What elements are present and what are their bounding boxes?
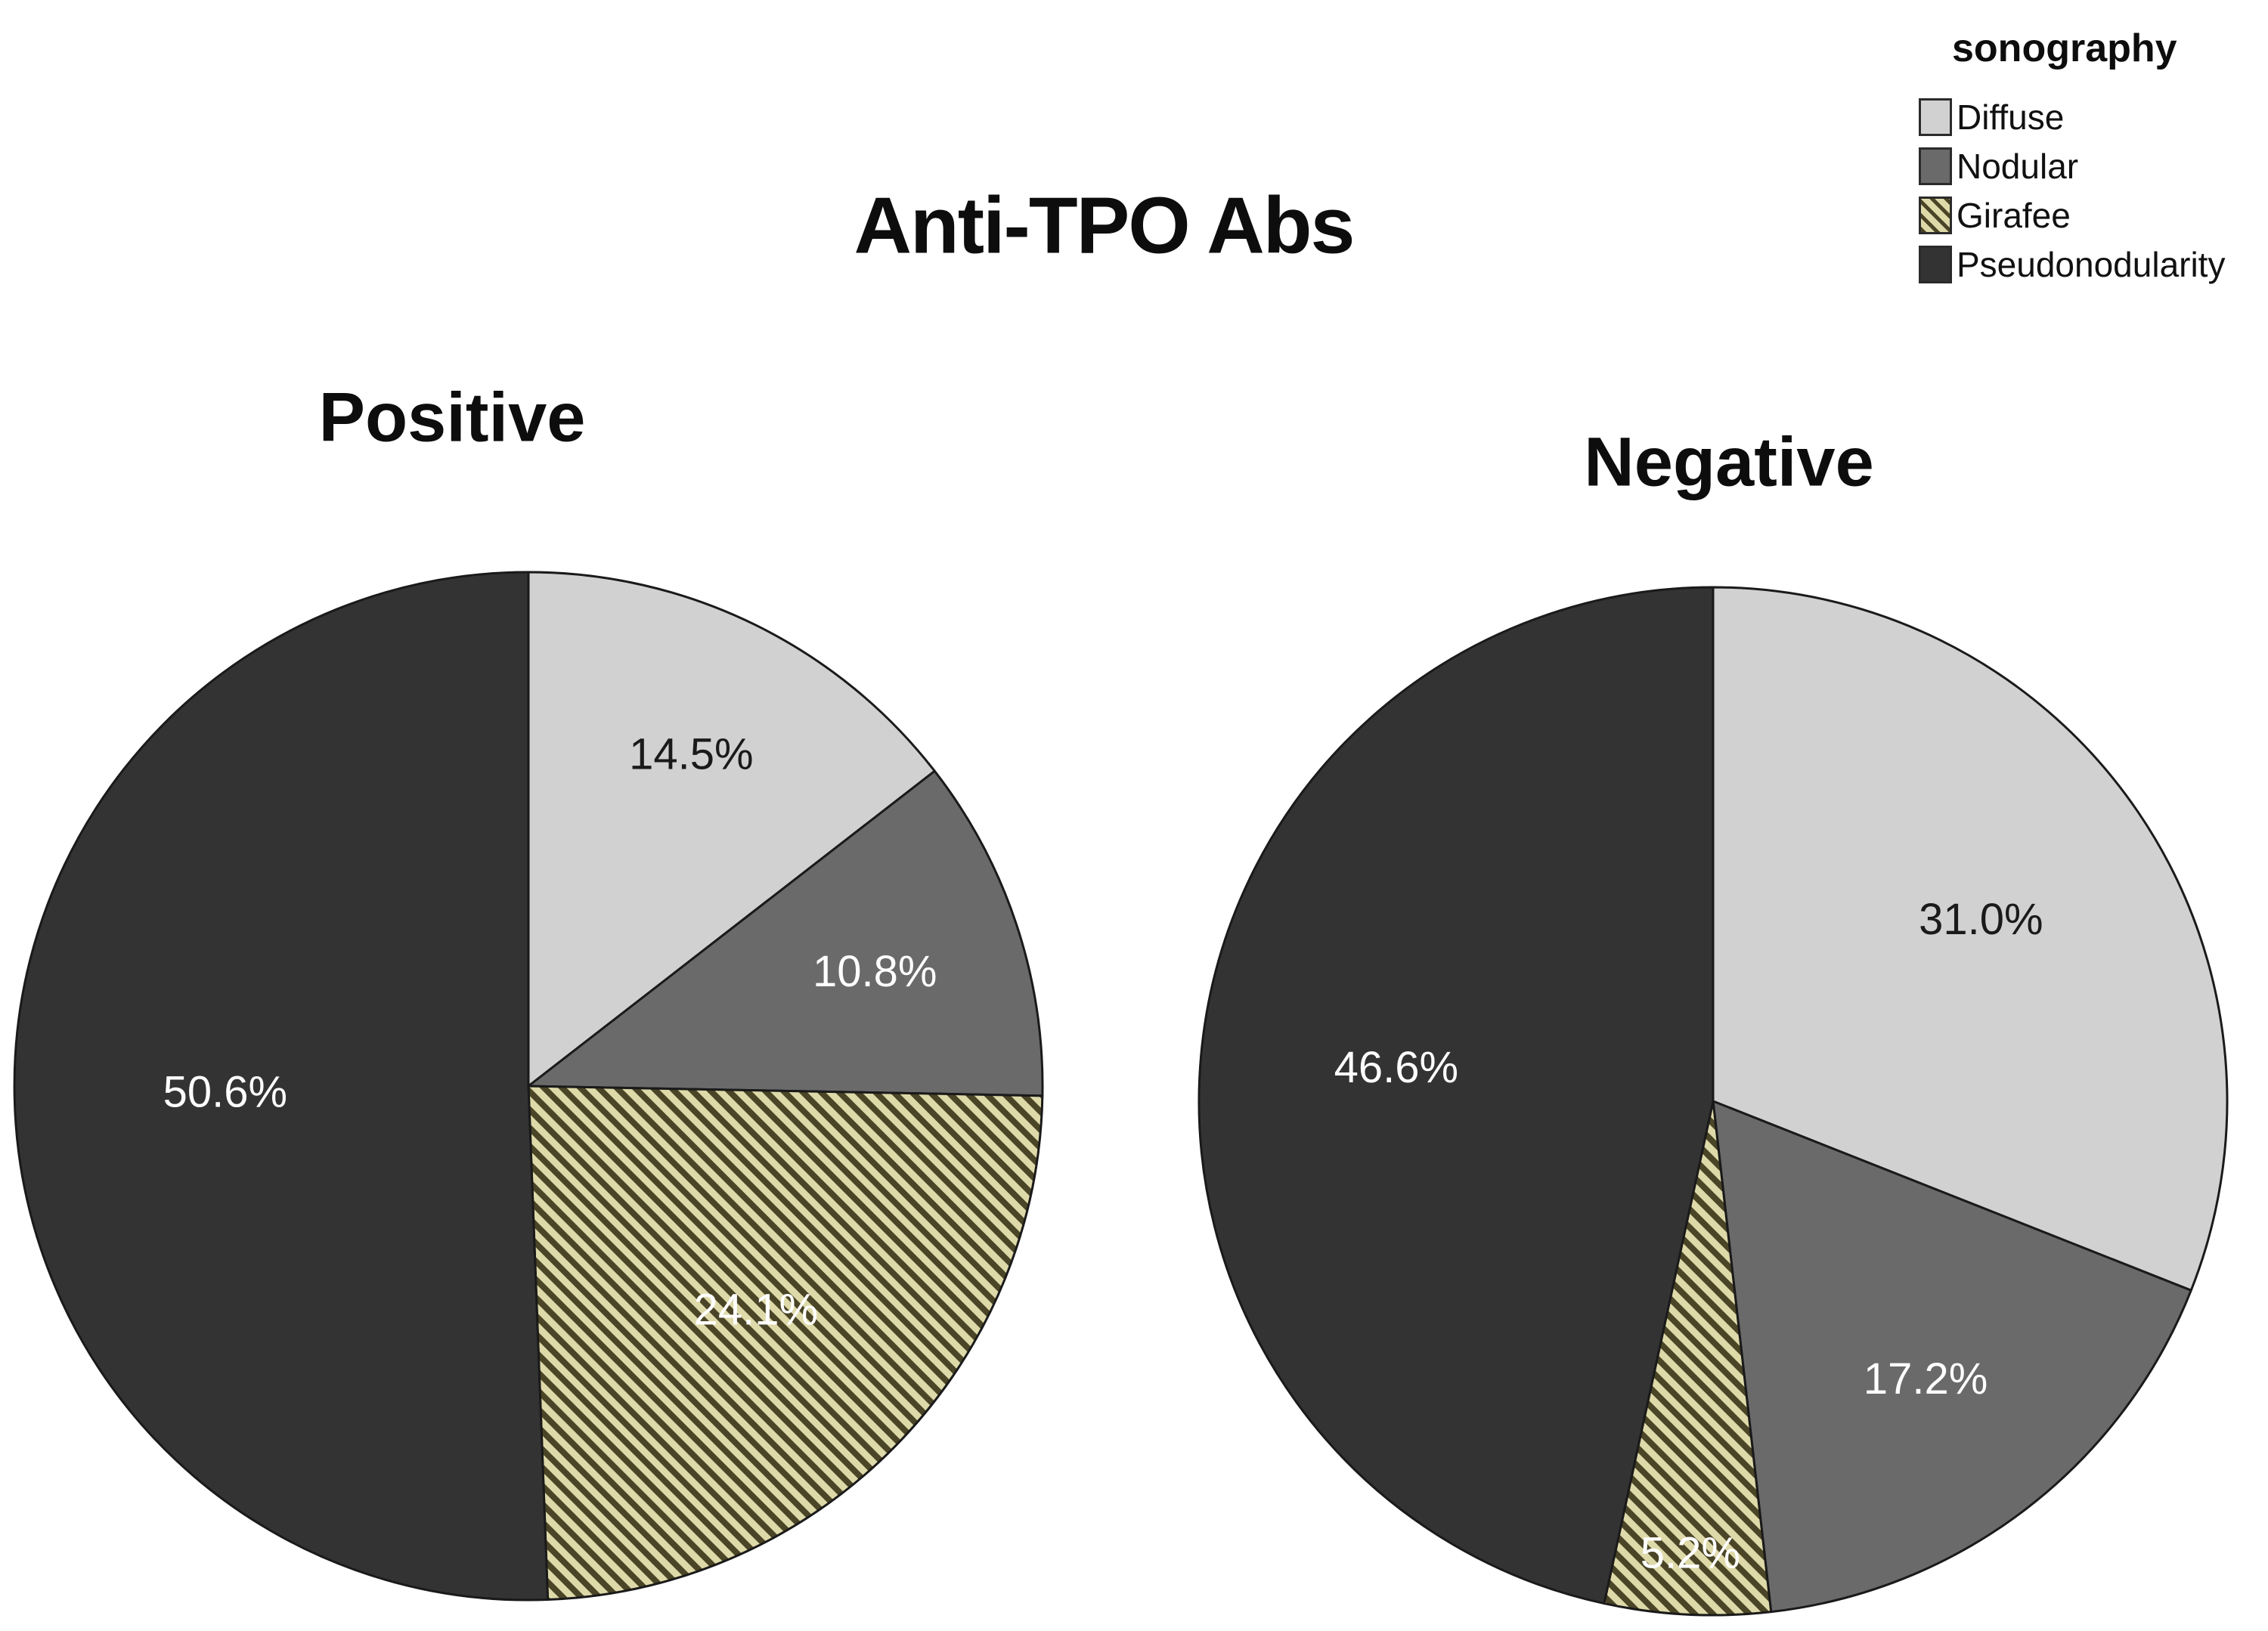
legend-items: Diffuse Nodular Girafee Pseudonodularity bbox=[1919, 92, 2225, 289]
pie-title-negative: Negative bbox=[1584, 423, 1874, 501]
slice-label-nodular: 17.2% bbox=[1864, 1354, 1988, 1404]
pie-slice-pseudonodularity bbox=[13, 571, 550, 1602]
slice-label-pseudonodularity: 50.6% bbox=[163, 1068, 287, 1117]
chart-title: Anti-TPO Abs bbox=[854, 181, 1355, 271]
slice-label-girafee: 24.1% bbox=[694, 1285, 818, 1334]
pie-chart-negative: 31.0% 17.2% 5.2% 46.6% bbox=[1198, 586, 2229, 1617]
pie-slice-girafee bbox=[527, 1085, 1044, 1602]
pie-slice-diffuse bbox=[527, 571, 936, 1088]
legend-item-label: Nodular bbox=[1957, 146, 2079, 186]
legend-title: sonography bbox=[1952, 26, 2177, 70]
legend-item: Girafee bbox=[1919, 190, 2225, 240]
pie-title-positive: Positive bbox=[318, 379, 586, 456]
pie-slice-girafee bbox=[1603, 1100, 1773, 1617]
legend-item-label: Girafee bbox=[1957, 195, 2071, 235]
pie-slice-diffuse bbox=[1712, 586, 2229, 1292]
legend-item: Diffuse bbox=[1919, 92, 2225, 141]
pie-slice-nodular bbox=[527, 769, 1044, 1097]
slice-label-diffuse: 14.5% bbox=[629, 729, 753, 778]
legend-item-label: Diffuse bbox=[1957, 97, 2065, 137]
legend-swatch-girafee bbox=[1919, 196, 1952, 234]
legend-swatch-pseudonodularity bbox=[1919, 245, 1952, 283]
legend-item: Nodular bbox=[1919, 141, 2225, 190]
slice-label-diffuse: 31.0% bbox=[1919, 895, 2043, 944]
legend-item: Pseudonodularity bbox=[1919, 240, 2225, 289]
pie-chart-positive: 14.5% 10.8% 24.1% 50.6% bbox=[13, 571, 1044, 1602]
pie-slice-pseudonodularity bbox=[1198, 586, 1715, 1605]
legend-swatch-nodular bbox=[1919, 147, 1952, 185]
pie-slice-nodular bbox=[1712, 1100, 2192, 1614]
slice-label-nodular: 10.8% bbox=[813, 947, 937, 996]
legend-swatch-diffuse bbox=[1919, 97, 1952, 136]
legend: sonography Diffuse Nodular Girafee Pseudono… bbox=[1919, 26, 2225, 289]
slice-label-pseudonodularity: 46.6% bbox=[1334, 1043, 1458, 1092]
slice-label-girafee: 5.2% bbox=[1641, 1529, 1740, 1578]
legend-item-label: Pseudonodularity bbox=[1957, 244, 2226, 284]
